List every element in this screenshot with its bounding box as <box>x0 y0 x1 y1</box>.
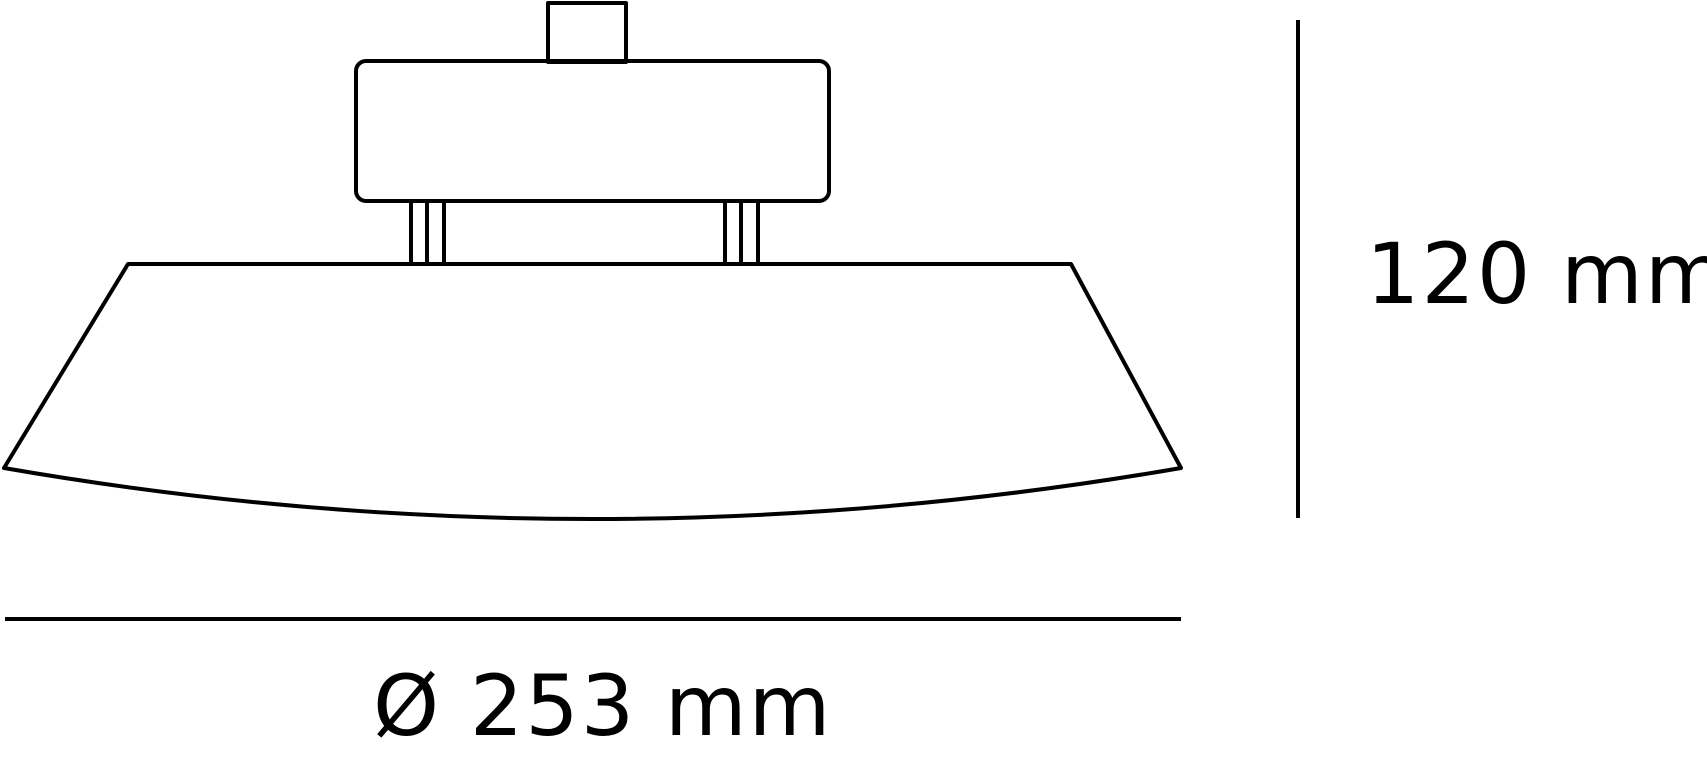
height-label: 120 mm <box>1366 225 1707 323</box>
left-mounting-post <box>409 199 446 266</box>
diameter-label: Ø 253 mm <box>373 657 833 755</box>
lamp-shade <box>2 262 1183 521</box>
adapter-housing <box>354 59 831 203</box>
right-mounting-post <box>723 199 760 266</box>
top-connector <box>546 1 628 64</box>
